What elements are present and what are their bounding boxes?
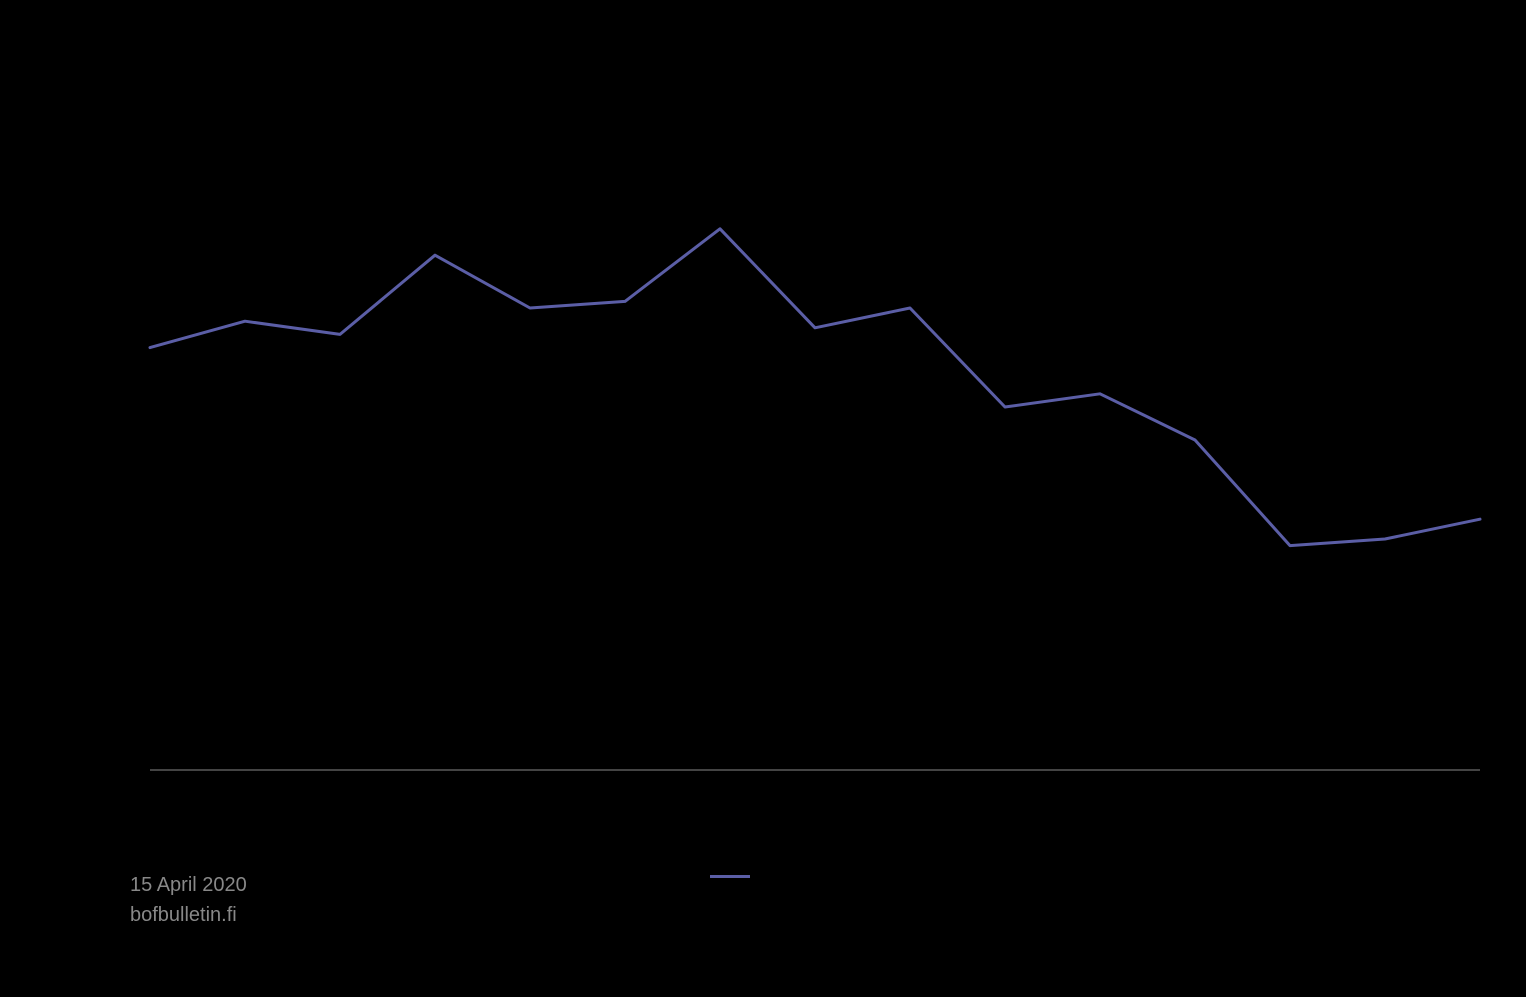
chart-container: 15 April 2020 bofbulletin.fi <box>0 0 1526 997</box>
chart-date: 15 April 2020 <box>130 870 247 900</box>
line-chart <box>0 0 1526 997</box>
chart-source: bofbulletin.fi <box>130 900 237 930</box>
legend-swatch <box>710 875 750 878</box>
